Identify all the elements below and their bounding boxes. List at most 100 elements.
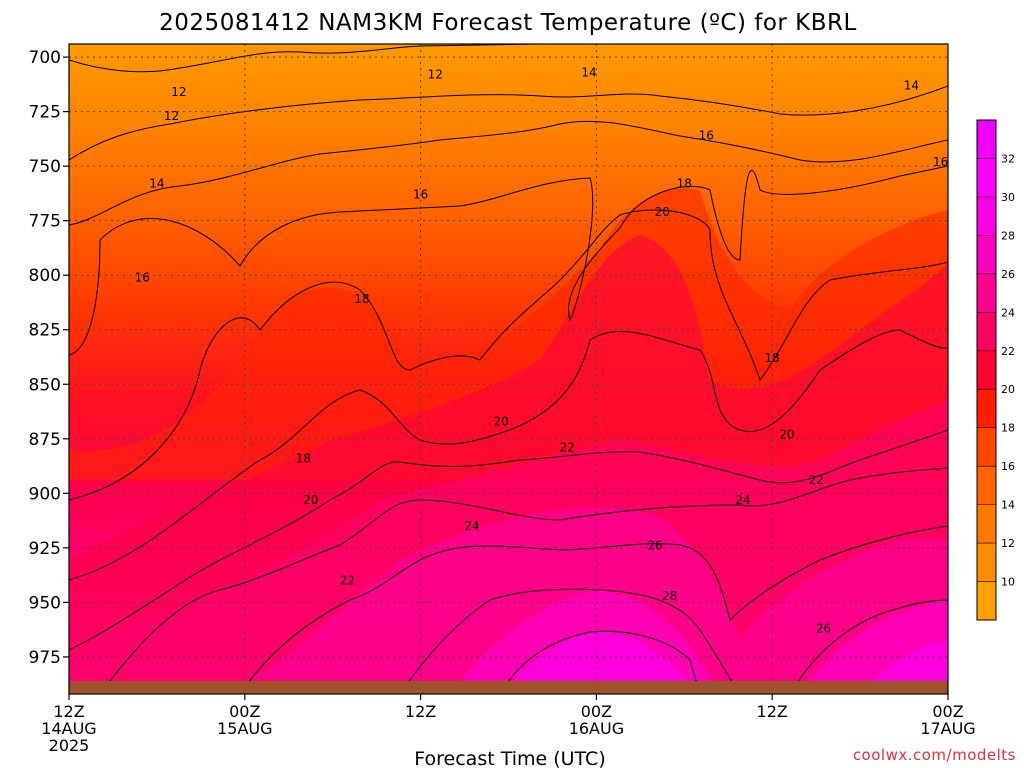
isotherm-line [69,85,948,161]
colorbar-swatch [977,466,996,506]
y-tick-label: 850 [29,375,61,395]
isotherm-label: 26 [816,622,831,636]
y-tick-label: 950 [29,593,61,613]
isotherm-label: 28 [662,589,677,603]
colorbar: 10 12 14 16 18 20 22 24 26 28 30 32 [976,119,1015,621]
colorbar-label: 16 [1001,460,1015,473]
isotherm-label: 24 [464,519,479,533]
plot-area: 12 12 14 14 12 16 16 18 14 16 20 16 18 18 20 20 22 18 22 20… [69,44,948,694]
isotherm-label: 16 [413,188,428,202]
isotherm-line [239,525,948,694]
isotherm-label: 22 [809,473,824,487]
x-axis-label: Forecast Time (UTC) [414,748,605,768]
isotherm-label: 12 [428,68,443,82]
isotherm-label: 14 [581,65,596,79]
colorbar-label: 32 [1001,152,1015,165]
colorbar-label: 28 [1001,229,1015,242]
ground-surface [69,680,948,694]
isotherm-label: 14 [904,78,919,92]
isotherm-label: 22 [559,441,574,455]
temperature-region [860,640,948,694]
colorbar-frame [976,119,997,621]
isotherm-label: 18 [296,451,311,465]
colorbar-swatch [977,504,996,544]
x-tick-label: 00Z [581,702,612,721]
colorbar-label: 30 [1001,191,1015,204]
x-tick-label: 12Z [53,702,84,721]
x-tick-label: 00Z [932,702,963,721]
colorbar-label: 18 [1001,422,1015,435]
y-tick-label: 975 [29,648,61,668]
temperature-region [500,631,700,694]
colorbar-label: 20 [1001,383,1015,396]
isotherm-line [69,44,541,73]
isotherm-label: 22 [340,574,355,588]
colorbar-label: 14 [1001,499,1015,512]
y-tick-label: 825 [29,321,61,341]
isotherm-label: 12 [164,109,179,123]
isotherm-label: 16 [699,129,714,143]
isotherm-line [789,599,948,694]
isotherm-label: 14 [149,177,164,191]
colorbar-swatch [977,273,996,313]
isotherm-label: 20 [303,493,318,507]
x-tick-label: 00Z [229,702,260,721]
isotherm-label: 18 [354,292,369,306]
colorbar-swatch [977,427,996,467]
colorbar-label: 12 [1001,537,1015,550]
colorbar-label: 10 [1001,576,1015,589]
colorbar-swatch [977,235,996,275]
y-tick-label: 875 [29,430,61,450]
isotherm-label: 16 [933,155,948,169]
grid-lines [69,44,948,694]
y-tick-label: 925 [29,539,61,559]
isotherm-line [69,120,948,226]
colorbar-swatch [977,581,996,621]
y-tick-label: 900 [29,484,61,504]
isotherm-label: 20 [655,205,670,219]
isotherm-line [69,165,948,356]
isotherm-line [69,429,948,651]
colorbar-swatch [977,389,996,429]
isotherm-label: 16 [135,270,150,284]
isotherm-label: 26 [647,539,662,553]
isotherm-label: 18 [765,351,780,365]
y-axis-ticks: 700 725 750 775 800 825 850 875 900 925 950 975 [29,48,69,668]
y-tick-label: 800 [29,266,61,286]
colorbar-swatch [977,158,996,198]
isotherm-line [69,329,948,581]
y-tick-label: 700 [29,48,61,68]
x-tick-label: 12Z [405,702,436,721]
isotherm-label: 24 [735,493,750,507]
chart-title: 2025081412 NAM3KM Forecast Temperature (… [159,10,857,36]
x-tick-label: 15AUG [217,719,272,738]
credit-text: coolwx.com/modelts [853,746,1016,764]
colorbar-label: 24 [1001,306,1015,319]
isotherm-line [69,209,948,501]
plot-frame [68,43,949,695]
isotherm-label: 20 [494,414,509,428]
isotherm-line [399,588,741,694]
colorbar-label: 22 [1001,345,1015,358]
x-tick-label: 17AUG [920,719,975,738]
isotherm-line [99,467,948,694]
x-tick-label: 12Z [757,702,788,721]
colorbar-swatch [977,543,996,583]
colorbar-swatch [977,120,996,159]
x-tick-label: 14AUG [41,719,96,738]
y-tick-label: 750 [29,157,61,177]
isotherm-label: 18 [677,177,692,191]
x-tick-label: 2025 [49,736,90,755]
colorbar-swatch [977,196,996,236]
colorbar-swatch [977,350,996,390]
y-tick-label: 725 [29,103,61,123]
isotherm-label: 20 [779,427,794,441]
isotherm-lines [69,44,948,694]
y-tick-label: 775 [29,212,61,232]
colorbar-label: 26 [1001,268,1015,281]
isotherm-line [499,630,701,694]
isotherm-labels: 12 12 14 14 12 16 16 18 14 16 20 16 18 18 20 20 22 18 22 20… [135,65,948,636]
x-tick-label: 16AUG [569,719,624,738]
